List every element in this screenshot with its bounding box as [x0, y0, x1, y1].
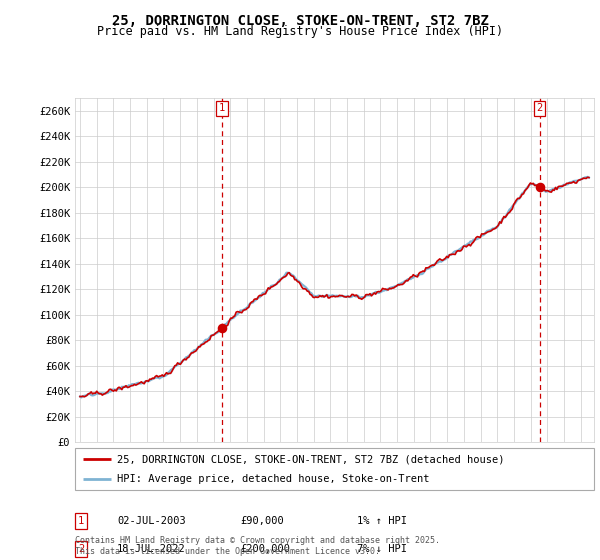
Text: Price paid vs. HM Land Registry's House Price Index (HPI): Price paid vs. HM Land Registry's House …	[97, 25, 503, 38]
Text: £90,000: £90,000	[240, 516, 284, 526]
FancyBboxPatch shape	[75, 448, 594, 490]
Text: 25, DORRINGTON CLOSE, STOKE-ON-TRENT, ST2 7BZ: 25, DORRINGTON CLOSE, STOKE-ON-TRENT, ST…	[112, 14, 488, 28]
Text: 02-JUL-2003: 02-JUL-2003	[117, 516, 186, 526]
Point	[535, 183, 544, 192]
Text: 1: 1	[219, 103, 225, 113]
Text: 7% ↓ HPI: 7% ↓ HPI	[357, 544, 407, 554]
Point	[217, 323, 227, 332]
Text: 2: 2	[78, 544, 84, 554]
Text: 1: 1	[78, 516, 84, 526]
Text: £200,000: £200,000	[240, 544, 290, 554]
Text: 2: 2	[536, 103, 543, 113]
Text: HPI: Average price, detached house, Stoke-on-Trent: HPI: Average price, detached house, Stok…	[116, 474, 429, 484]
Text: 1% ↑ HPI: 1% ↑ HPI	[357, 516, 407, 526]
Text: Contains HM Land Registry data © Crown copyright and database right 2025.
This d: Contains HM Land Registry data © Crown c…	[75, 536, 440, 556]
Text: 18-JUL-2022: 18-JUL-2022	[117, 544, 186, 554]
Text: 25, DORRINGTON CLOSE, STOKE-ON-TRENT, ST2 7BZ (detached house): 25, DORRINGTON CLOSE, STOKE-ON-TRENT, ST…	[116, 454, 504, 464]
